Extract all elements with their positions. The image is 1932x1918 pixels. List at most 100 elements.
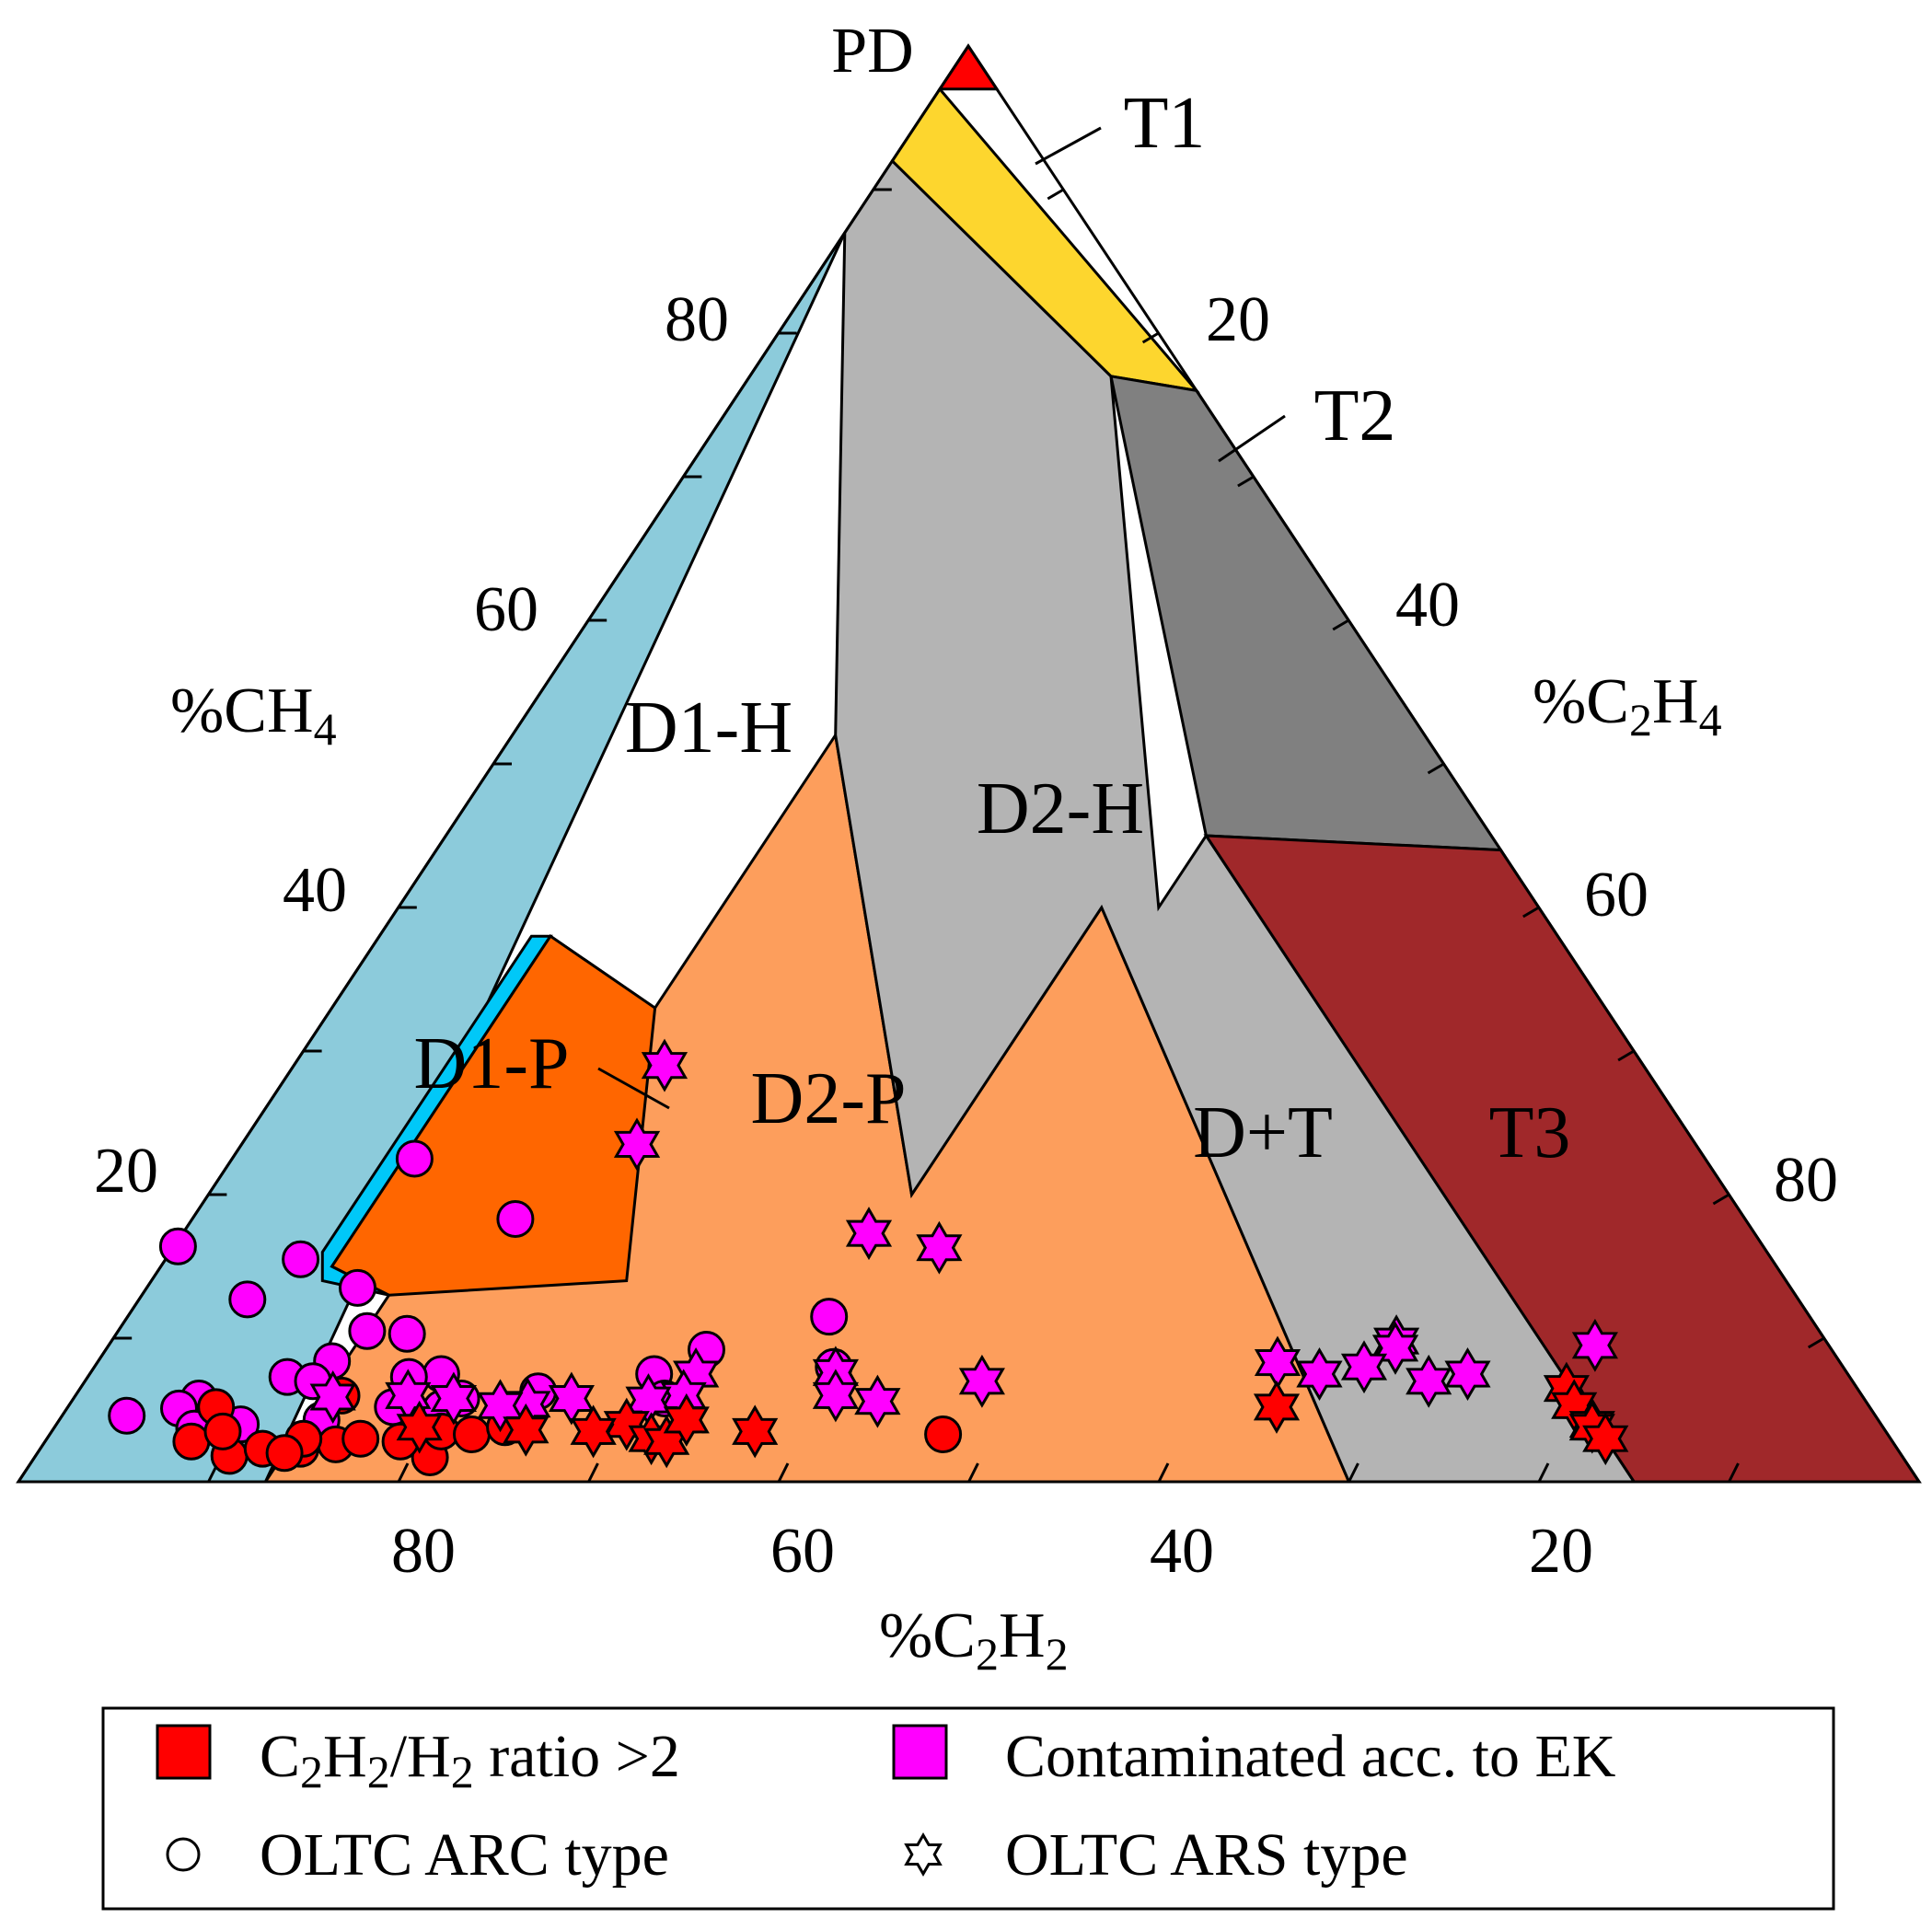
ars-point [503, 1403, 550, 1457]
ars-point [396, 1400, 443, 1454]
left-tick-label: 60 [474, 574, 538, 645]
zone-pd [937, 43, 1000, 91]
zone-label-t1: T1 [1124, 83, 1206, 164]
bottom-tick [1728, 1462, 1740, 1483]
ars-point [1296, 1347, 1343, 1401]
legend-marker-circle [166, 1837, 201, 1872]
ars-point [1571, 1318, 1618, 1372]
leader-d1-p [597, 1067, 670, 1110]
arc-point [339, 1268, 376, 1307]
zone-label-t2: T2 [1314, 376, 1396, 456]
ars-point [1371, 1321, 1419, 1375]
ars-point [916, 1220, 963, 1275]
zone-label-d1-p: D1-P [414, 1023, 570, 1104]
bottom-tick [1157, 1462, 1170, 1483]
left-tick-label: 80 [665, 284, 729, 355]
zone-d2-p [330, 934, 657, 1297]
arc-point [158, 1227, 197, 1265]
ars-point [1582, 1412, 1629, 1466]
arc-point [810, 1298, 849, 1336]
legend-label-contaminated: Contaminated acc. to EK [1005, 1723, 1615, 1790]
ars-point [845, 1207, 893, 1261]
bottom-tick [587, 1462, 599, 1483]
right-axis-title: %C2H4 [1533, 666, 1722, 745]
arc-point [496, 1200, 535, 1238]
data-points [108, 1038, 1629, 1476]
ars-point [1253, 1380, 1301, 1434]
right-tick [1427, 762, 1445, 775]
axis-ticks [113, 188, 1825, 1483]
bottom-tick-label: 60 [770, 1516, 835, 1587]
legend-frame [101, 1706, 1835, 1911]
legend: C2H2/H2 ratio >2 Contaminated acc. to EK… [101, 1706, 1835, 1911]
right-tick-label: 20 [1206, 284, 1270, 355]
ars-point [1444, 1347, 1491, 1401]
arc-point [282, 1240, 320, 1278]
ars-point [613, 1117, 661, 1172]
left-tick-label: 40 [283, 855, 347, 926]
right-tick [1522, 906, 1540, 919]
bottom-tick-label: 20 [1529, 1516, 1593, 1587]
top-vertex-label: PD [831, 16, 913, 87]
right-tick-label: 60 [1584, 860, 1649, 930]
legend-label-ars: OLTC ARS type [1005, 1821, 1408, 1889]
zone-label-d1-h: D1-H [625, 687, 792, 768]
leader-t1 [1035, 126, 1102, 166]
zone-label-d2-p: D2-P [751, 1058, 907, 1139]
bottom-tick-label: 40 [1150, 1516, 1214, 1587]
left-axis-title: %CH4 [170, 676, 337, 755]
arc-point [924, 1415, 963, 1453]
legend-label-arc: OLTC ARC type [260, 1821, 669, 1889]
right-tick [1141, 331, 1160, 344]
bottom-tick [777, 1462, 790, 1483]
arc-point [203, 1412, 242, 1450]
ars-point [570, 1404, 617, 1459]
ars-point [548, 1371, 595, 1426]
right-tick [1617, 1049, 1635, 1062]
legend-swatch-magenta [892, 1724, 948, 1780]
bottom-tick [1537, 1462, 1550, 1483]
arc-point [265, 1434, 304, 1473]
right-tick [1712, 1193, 1730, 1206]
arc-point [341, 1419, 380, 1458]
left-axis-tick-labels: 20 40 60 80 [94, 284, 729, 1207]
ars-point [812, 1369, 859, 1423]
right-tick [1237, 475, 1255, 488]
bottom-axis-tick-labels: 80 60 40 20 [391, 1516, 1593, 1587]
bottom-tick-label: 80 [391, 1516, 456, 1587]
arc-point [395, 1139, 434, 1178]
zone-label-t3: T3 [1489, 1092, 1571, 1173]
bottom-tick [397, 1462, 410, 1483]
left-tick-label: 20 [94, 1136, 158, 1207]
zone-label-d2-h: D2-H [977, 768, 1144, 849]
arc-point [172, 1422, 211, 1461]
ars-point [430, 1371, 477, 1426]
arc-point [388, 1314, 426, 1353]
ars-point [732, 1404, 779, 1459]
right-tick-label: 80 [1774, 1145, 1838, 1216]
arc-point [348, 1311, 387, 1350]
bottom-axis-title: %C2H2 [879, 1600, 1069, 1680]
arc-point [228, 1280, 267, 1319]
ars-point [854, 1374, 901, 1428]
right-tick-label: 40 [1395, 570, 1460, 641]
ars-point [641, 1038, 688, 1092]
zone-label-d-plus-t: D+T [1193, 1092, 1333, 1173]
legend-swatch-red [156, 1724, 212, 1780]
ars-point [1340, 1340, 1388, 1394]
right-tick [1047, 188, 1065, 201]
bottom-tick [967, 1462, 979, 1483]
ars-point [663, 1392, 710, 1447]
right-axis-tick-labels: 20 40 60 80 [1206, 284, 1838, 1216]
legend-label-ratio: C2H2/H2 ratio >2 [260, 1723, 680, 1797]
arc-point [453, 1415, 491, 1453]
leader-t2 [1218, 414, 1286, 463]
legend-marker-star [904, 1832, 943, 1877]
ars-point [1406, 1354, 1452, 1408]
ars-point [309, 1370, 356, 1424]
fault-zones [16, 43, 1922, 1484]
right-tick [1332, 618, 1349, 631]
right-tick [1807, 1336, 1825, 1349]
arc-point [108, 1396, 146, 1435]
